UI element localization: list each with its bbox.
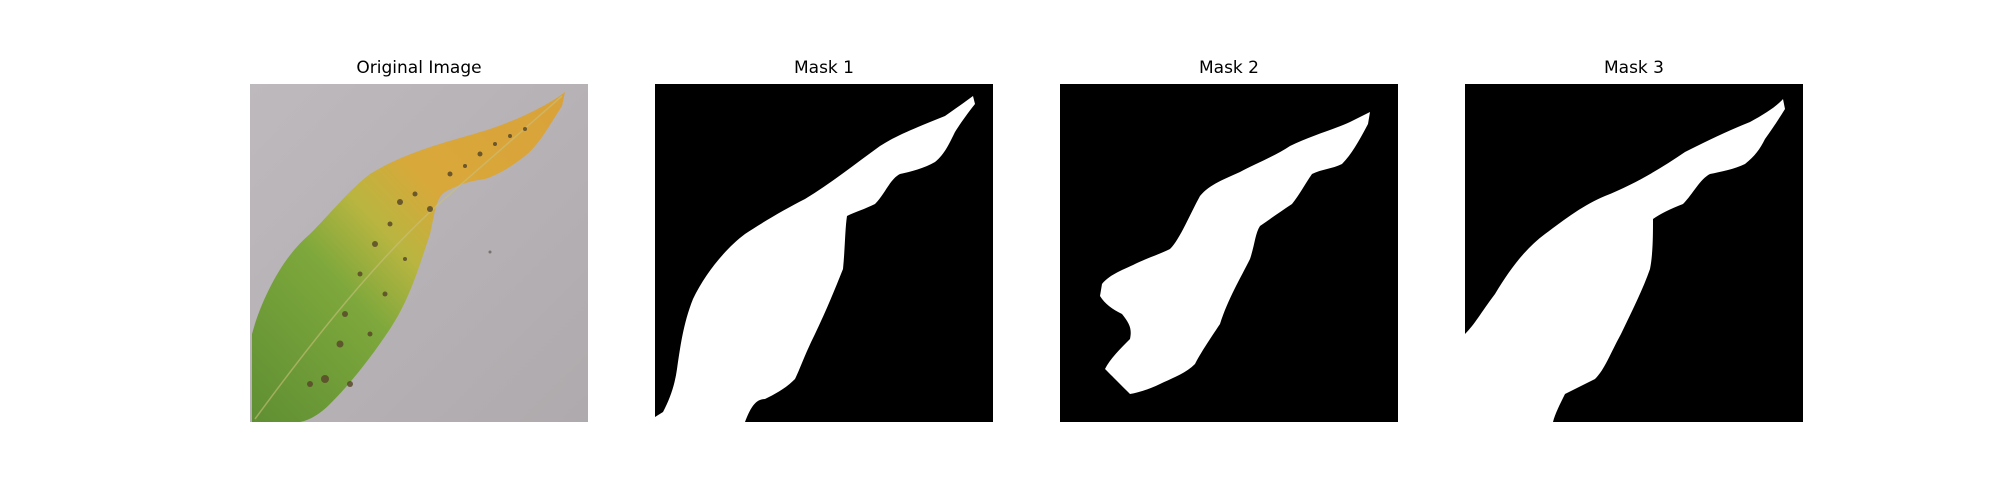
mask-2-shape <box>1100 112 1370 394</box>
panel-title-original: Original Image <box>356 58 482 78</box>
panel-title-mask-3: Mask 3 <box>1603 58 1664 78</box>
mask-1-image <box>655 84 993 422</box>
panel-mask-3: Mask 3 <box>1465 0 1803 500</box>
panel-mask-1: Mask 1 <box>655 0 993 500</box>
original-leaf-image <box>250 84 588 422</box>
debris-dot <box>488 250 492 254</box>
panel-title-mask-2: Mask 2 <box>1198 58 1259 78</box>
mask-1-shape <box>655 96 975 422</box>
panel-original-image: Original Image <box>250 0 588 500</box>
leaf-spots <box>307 127 527 387</box>
panel-title-mask-1: Mask 1 <box>793 58 854 78</box>
leaf-shape <box>252 92 565 422</box>
mask-3-shape <box>1465 99 1785 422</box>
mask-3-image <box>1465 84 1803 422</box>
panel-mask-2: Mask 2 <box>1060 0 1398 500</box>
mask-2-image <box>1060 84 1398 422</box>
